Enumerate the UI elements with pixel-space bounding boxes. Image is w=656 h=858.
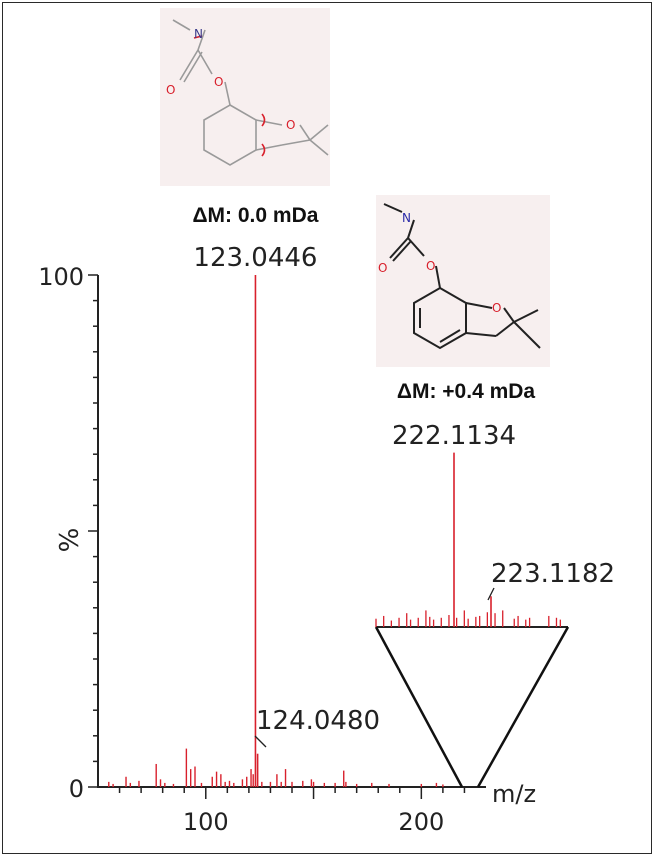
main-peaks: [254, 275, 492, 787]
peak-labels: ΔM: 0.0 mDa 123.0446 124.0480 ΔM: +0.4 mDa 2…: [192, 204, 615, 748]
inset-zoom: [374, 610, 570, 788]
structure-fragment-background: [160, 8, 330, 186]
peak-124-leader: [254, 735, 267, 748]
y-tick-label-0: 0: [69, 775, 84, 803]
inset-zoom-left-line: [374, 626, 464, 788]
peak-123-label: 123.0446: [193, 243, 317, 273]
structure-precursor: N O O O: [376, 195, 550, 367]
minor-peaks: [108, 748, 444, 787]
x-tick-label-200: 200: [398, 808, 444, 836]
y-tick-label-100: 100: [38, 263, 84, 291]
peak-222-label: 222.1134: [392, 421, 516, 451]
inset-zoom-right-line: [476, 626, 570, 788]
structure-fragment-atom-o2: O: [214, 75, 223, 89]
x-minor-ticks: [118, 787, 466, 799]
structure-fragment-atom-o1: O: [166, 83, 175, 97]
structure-precursor-atom-o2: O: [426, 259, 435, 273]
peak-223-leader: [487, 587, 495, 601]
peak-123-delta-label: ΔM: 0.0 mDa: [192, 204, 318, 227]
inset-peaks: [375, 610, 561, 627]
x-axis-label: m/z: [492, 780, 536, 808]
structure-precursor-atom-o1: O: [378, 261, 387, 275]
peak-222-delta-label: ΔM: +0.4 mDa: [397, 380, 536, 403]
peak-223-label: 223.1182: [491, 559, 615, 589]
peak-124-label: 124.0480: [256, 706, 380, 736]
axes: 100 0 100 200 m/z %: [38, 263, 536, 836]
structure-fragment-atom-o3: O: [286, 118, 295, 132]
structure-precursor-background: [376, 195, 550, 367]
structure-fragment-atom-n: N: [194, 27, 203, 41]
x-tick-label-100: 100: [183, 808, 229, 836]
y-minor-ticks: [88, 274, 98, 788]
y-axis-label: %: [55, 528, 85, 553]
structure-precursor-atom-o3: O: [492, 301, 501, 315]
structure-precursor-atom-n: N: [402, 211, 411, 225]
structure-fragment: N O O O: [160, 8, 330, 186]
